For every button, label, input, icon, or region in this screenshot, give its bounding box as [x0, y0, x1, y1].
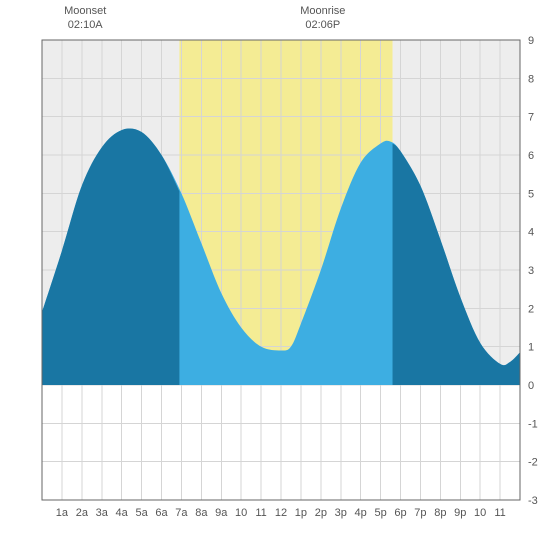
- y-tick-label: 1: [528, 342, 534, 354]
- y-tick-label: -1: [528, 418, 538, 430]
- x-tick-label: 3p: [335, 507, 347, 519]
- x-tick-label: 10: [474, 507, 486, 519]
- y-tick-label: 4: [528, 227, 534, 239]
- x-tick-label: 1p: [295, 507, 307, 519]
- x-tick-label: 5p: [374, 507, 386, 519]
- y-tick-label: 8: [528, 73, 534, 85]
- x-tick-label: 11: [494, 507, 505, 519]
- x-tick-label: 2p: [315, 507, 327, 519]
- moonrise-time: 02:06P: [305, 19, 340, 31]
- x-tick-label: 8a: [195, 507, 208, 519]
- x-tick-label: 8p: [434, 507, 446, 519]
- x-tick-label: 2a: [76, 507, 89, 519]
- y-tick-label: 6: [528, 150, 534, 162]
- y-tick-label: 2: [528, 303, 534, 315]
- x-tick-label: 4a: [116, 507, 129, 519]
- x-tick-label: 9p: [454, 507, 466, 519]
- y-tick-label: 0: [528, 380, 534, 392]
- y-tick-label: 5: [528, 188, 534, 200]
- x-tick-label: 4p: [355, 507, 367, 519]
- x-tick-label: 7p: [414, 507, 426, 519]
- x-tick-label: 5a: [135, 507, 148, 519]
- y-tick-label: -2: [528, 457, 538, 469]
- x-tick-label: 12: [275, 507, 287, 519]
- moonset-time: 02:10A: [68, 19, 104, 31]
- y-tick-label: 7: [528, 112, 534, 124]
- x-tick-label: 6a: [155, 507, 168, 519]
- moonrise-title: Moonrise: [300, 5, 345, 17]
- chart-svg: 1a2a3a4a5a6a7a8a9a1011121p2p3p4p5p6p7p8p…: [0, 0, 550, 550]
- x-tick-label: 10: [235, 507, 247, 519]
- x-tick-label: 11: [255, 507, 266, 519]
- moonset-title: Moonset: [64, 5, 106, 17]
- x-tick-label: 3a: [96, 507, 109, 519]
- x-tick-label: 9a: [215, 507, 228, 519]
- y-tick-label: 9: [528, 35, 534, 47]
- y-tick-label: 3: [528, 265, 534, 277]
- x-tick-label: 6p: [394, 507, 406, 519]
- x-tick-label: 1a: [56, 507, 69, 519]
- x-tick-label: 7a: [175, 507, 188, 519]
- y-tick-label: -3: [528, 495, 538, 507]
- tide-chart: 1a2a3a4a5a6a7a8a9a1011121p2p3p4p5p6p7p8p…: [0, 0, 550, 550]
